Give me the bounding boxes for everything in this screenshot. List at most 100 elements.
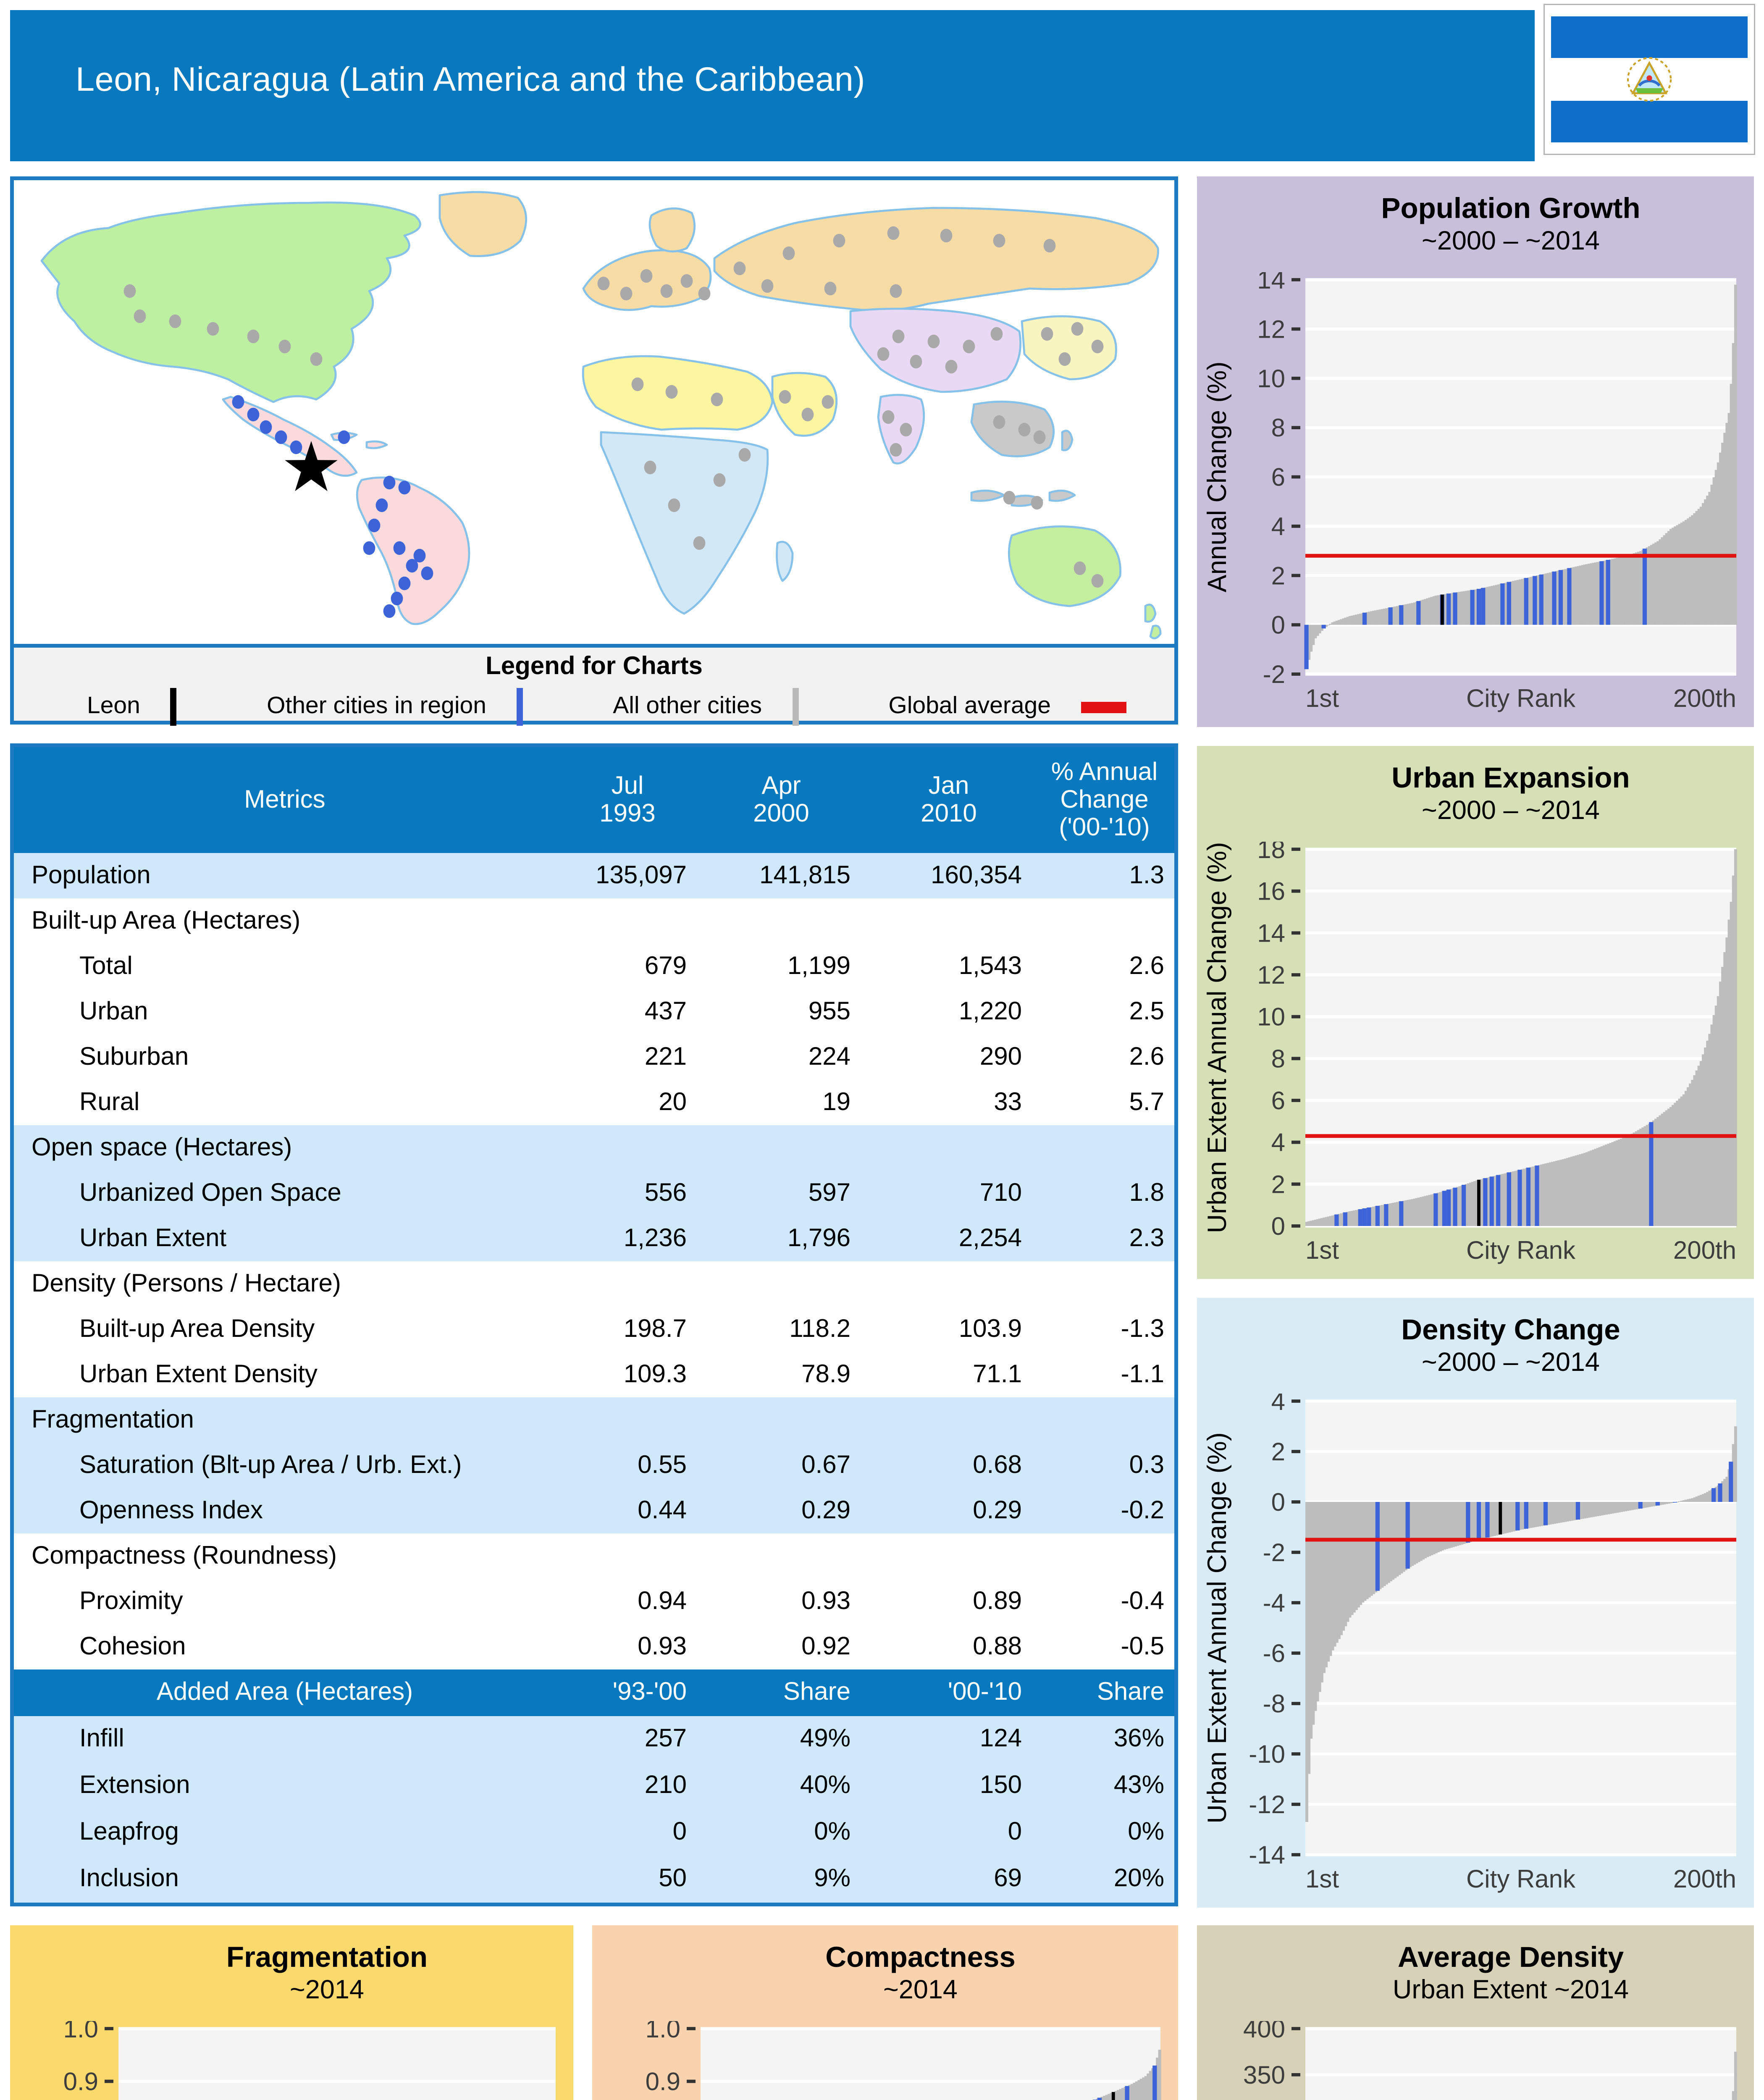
other-city-dot bbox=[1074, 561, 1086, 575]
region-city-dot bbox=[393, 541, 406, 555]
row-value: 2.6 bbox=[1129, 1042, 1164, 1071]
svg-text:-2: -2 bbox=[1263, 1538, 1285, 1567]
row-value: 0.88 bbox=[973, 1632, 1022, 1660]
world-map-image bbox=[14, 180, 1174, 644]
compactness-plot: 0.30.40.50.60.70.80.91.0Proximity Index1… bbox=[600, 2015, 1171, 2100]
other-city-dot bbox=[824, 281, 837, 296]
row-value: 0.93 bbox=[638, 1632, 687, 1660]
row-label: Built-up Area Density bbox=[79, 1315, 315, 1343]
other-city-dot bbox=[990, 327, 1003, 341]
row-value: -1.3 bbox=[1121, 1315, 1164, 1343]
row-value: -0.5 bbox=[1121, 1632, 1164, 1660]
row-value: 1,543 bbox=[958, 952, 1022, 980]
world-map bbox=[14, 180, 1174, 644]
row-value: 955 bbox=[808, 997, 850, 1025]
row-label: Density (Persons / Hectare) bbox=[32, 1269, 341, 1297]
other-city-dot bbox=[890, 443, 902, 457]
other-city-dot bbox=[698, 286, 711, 301]
row-value: 71.1 bbox=[973, 1360, 1022, 1388]
svg-text:4: 4 bbox=[1271, 1129, 1285, 1157]
flag-emblem bbox=[1627, 57, 1672, 102]
svg-text:200th: 200th bbox=[1673, 684, 1736, 712]
row-value: 2.5 bbox=[1129, 997, 1164, 1025]
region-city-dot bbox=[338, 430, 350, 444]
svg-text:14: 14 bbox=[1257, 272, 1285, 294]
row-value: 221 bbox=[644, 1042, 687, 1071]
chart-canvas: -14 -12 -10 -8 -6 -4 -2 0 2 4 Urban Extent Annual … bbox=[1202, 1387, 1737, 1893]
svg-text:4: 4 bbox=[1271, 512, 1285, 541]
svg-text:12: 12 bbox=[1257, 315, 1285, 343]
other-city-dot bbox=[310, 352, 323, 366]
chart-legend: Legend for Charts Leon Other cities in r… bbox=[14, 644, 1174, 726]
other-city-dot bbox=[620, 286, 633, 301]
svg-text:1st: 1st bbox=[1305, 1865, 1339, 1893]
chart-subtitle: ~2014 bbox=[883, 1976, 958, 2005]
svg-text:-14: -14 bbox=[1249, 1841, 1285, 1869]
table-row: Urban 437 955 1,220 2.5 bbox=[14, 989, 1174, 1034]
svg-text:-10: -10 bbox=[1249, 1740, 1285, 1768]
table-row: Built-up Area Density 198.7 118.2 103.9 -1.3 bbox=[14, 1307, 1174, 1352]
chart-canvas: -2 0 2 4 6 8 10 12 14 Annual Change (%) 1st City Ra… bbox=[1202, 266, 1737, 712]
svg-text:12: 12 bbox=[1257, 961, 1285, 989]
svg-text:2: 2 bbox=[1271, 562, 1285, 590]
legend-item-region-cities: Other cities in region bbox=[267, 688, 523, 726]
row-label: Infill bbox=[79, 1725, 124, 1753]
row-value: 679 bbox=[644, 952, 687, 980]
row-value: 257 bbox=[644, 1725, 687, 1753]
row-value: 0.93 bbox=[801, 1587, 850, 1615]
svg-text:-4: -4 bbox=[1263, 1589, 1285, 1617]
row-label: Extension bbox=[79, 1772, 190, 1799]
region-city-dot bbox=[398, 480, 411, 495]
region-city-dot bbox=[368, 518, 381, 533]
row-label: Urban bbox=[79, 997, 148, 1025]
urban-expansion-chart: Urban Expansion ~2000 – ~2014 0 2 4 6 8 10 12 1… bbox=[1197, 746, 1754, 1279]
svg-text:City Rank: City Rank bbox=[1466, 1865, 1576, 1893]
row-value: 150 bbox=[979, 1772, 1022, 1799]
row-value: 0.29 bbox=[801, 1496, 850, 1524]
table-row: Proximity 0.94 0.93 0.89 -0.4 bbox=[14, 1579, 1174, 1624]
density-change-chart: Density Change ~2000 – ~2014 -14 -12 -10 -8… bbox=[1197, 1298, 1754, 1908]
chart-subtitle: ~2000 – ~2014 bbox=[1422, 227, 1600, 256]
row-value: 210 bbox=[644, 1772, 687, 1799]
svg-text:6: 6 bbox=[1271, 463, 1285, 491]
svg-text:400: 400 bbox=[1243, 2021, 1285, 2043]
row-value: 0% bbox=[814, 1818, 850, 1846]
added-area-title: Added Area (Hectares) bbox=[156, 1678, 413, 1706]
added-area-row: Extension 210 40% 150 43% bbox=[14, 1763, 1174, 1809]
other-city-dot bbox=[782, 246, 795, 260]
row-value: 2.3 bbox=[1129, 1224, 1164, 1252]
svg-text:0.9: 0.9 bbox=[63, 2068, 98, 2096]
svg-text:200th: 200th bbox=[1673, 1865, 1736, 1893]
svg-text:0: 0 bbox=[1271, 1488, 1285, 1516]
col-header-2010: Jan 2010 bbox=[921, 772, 977, 828]
svg-text:10: 10 bbox=[1257, 365, 1285, 393]
other-city-dot bbox=[668, 498, 680, 512]
other-city-dot bbox=[640, 269, 653, 283]
row-value: 0.89 bbox=[973, 1587, 1022, 1615]
fragmentation-chart: Fragmentation ~2014 0.30.40.50.60.70.80.… bbox=[10, 1925, 573, 2100]
row-value: 124 bbox=[979, 1725, 1022, 1753]
svg-text:City Rank: City Rank bbox=[1466, 684, 1576, 712]
nicaragua-flag bbox=[1544, 4, 1755, 155]
other-city-dot bbox=[877, 347, 890, 361]
other-city-dot bbox=[761, 279, 774, 293]
other-city-dot bbox=[900, 423, 912, 437]
region-city-dot bbox=[398, 576, 411, 591]
row-value: 19 bbox=[822, 1088, 850, 1116]
row-value: 20% bbox=[1113, 1865, 1164, 1893]
legend-label: Global average bbox=[888, 693, 1051, 719]
region-city-dot bbox=[275, 430, 287, 444]
chart-canvas: 0 2 4 6 8 10 12 14 16 18 Urban Extent Annual Chang… bbox=[1202, 835, 1737, 1264]
col-header-2000: Apr 2000 bbox=[753, 772, 809, 828]
row-label: Compactness (Roundness) bbox=[32, 1541, 337, 1570]
svg-text:0: 0 bbox=[1271, 611, 1285, 639]
other-city-dot bbox=[882, 410, 895, 424]
row-value: 1.8 bbox=[1129, 1179, 1164, 1207]
svg-text:2: 2 bbox=[1271, 1170, 1285, 1198]
fragmentation-plot: 0.30.40.50.60.70.80.91.0Saturation1stCit… bbox=[18, 2015, 566, 2100]
svg-text:-8: -8 bbox=[1263, 1690, 1285, 1718]
col-header-1993: Jul 1993 bbox=[599, 772, 656, 828]
svg-text:0: 0 bbox=[1271, 1212, 1285, 1240]
svg-text:18: 18 bbox=[1257, 842, 1285, 864]
